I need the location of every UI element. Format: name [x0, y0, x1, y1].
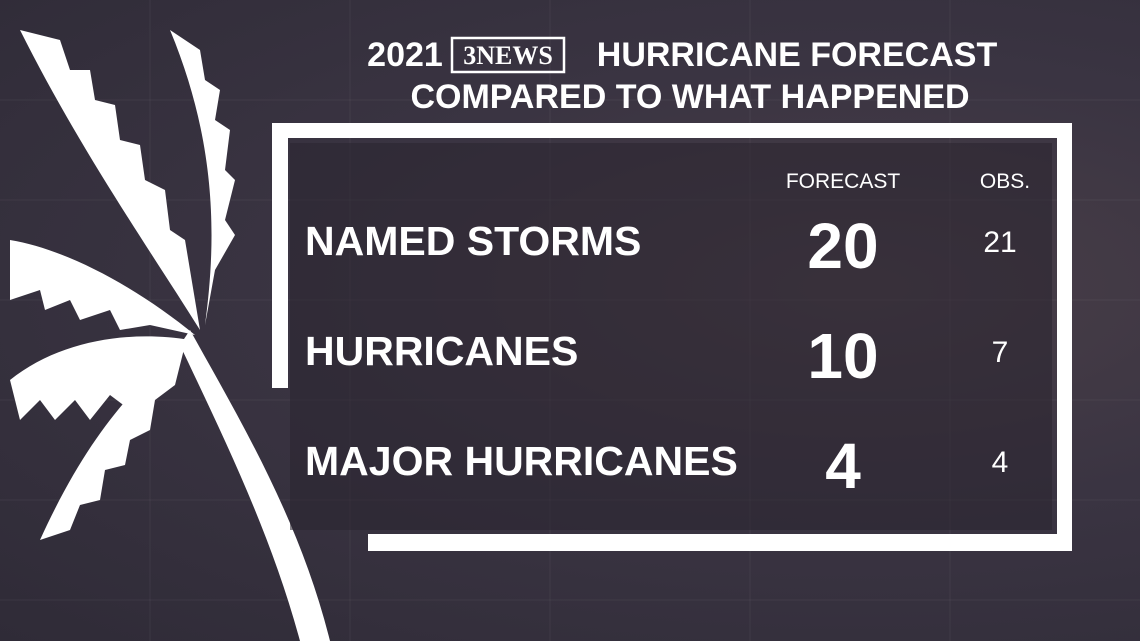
- palm-tree: [10, 30, 330, 641]
- title-year: 2021: [367, 36, 443, 74]
- observed-value: 4: [992, 446, 1009, 479]
- panel: [290, 143, 1052, 530]
- title-line2: COMPARED TO WHAT HAPPENED: [410, 78, 969, 116]
- forecast-value: 10: [807, 320, 878, 392]
- observed-value: 7: [992, 336, 1009, 369]
- row-label: NAMED STORMS: [305, 218, 641, 264]
- logo: 3NEWS: [463, 41, 553, 70]
- observed-value: 21: [983, 226, 1016, 259]
- logo-box: [450, 36, 566, 74]
- column-header: FORECAST: [786, 170, 901, 193]
- title-line1: HURRICANE FORECAST: [597, 36, 998, 74]
- row-label: HURRICANES: [305, 328, 578, 374]
- frame: [272, 123, 1072, 551]
- row-label: MAJOR HURRICANES: [305, 438, 738, 484]
- table: FORECAST OBS. NAMED STORMS 20 21 HURRICANES 10…: [305, 170, 1030, 502]
- forecast-value: 20: [807, 210, 878, 282]
- column-header: OBS.: [980, 170, 1030, 193]
- forecast-value: 4: [825, 430, 861, 502]
